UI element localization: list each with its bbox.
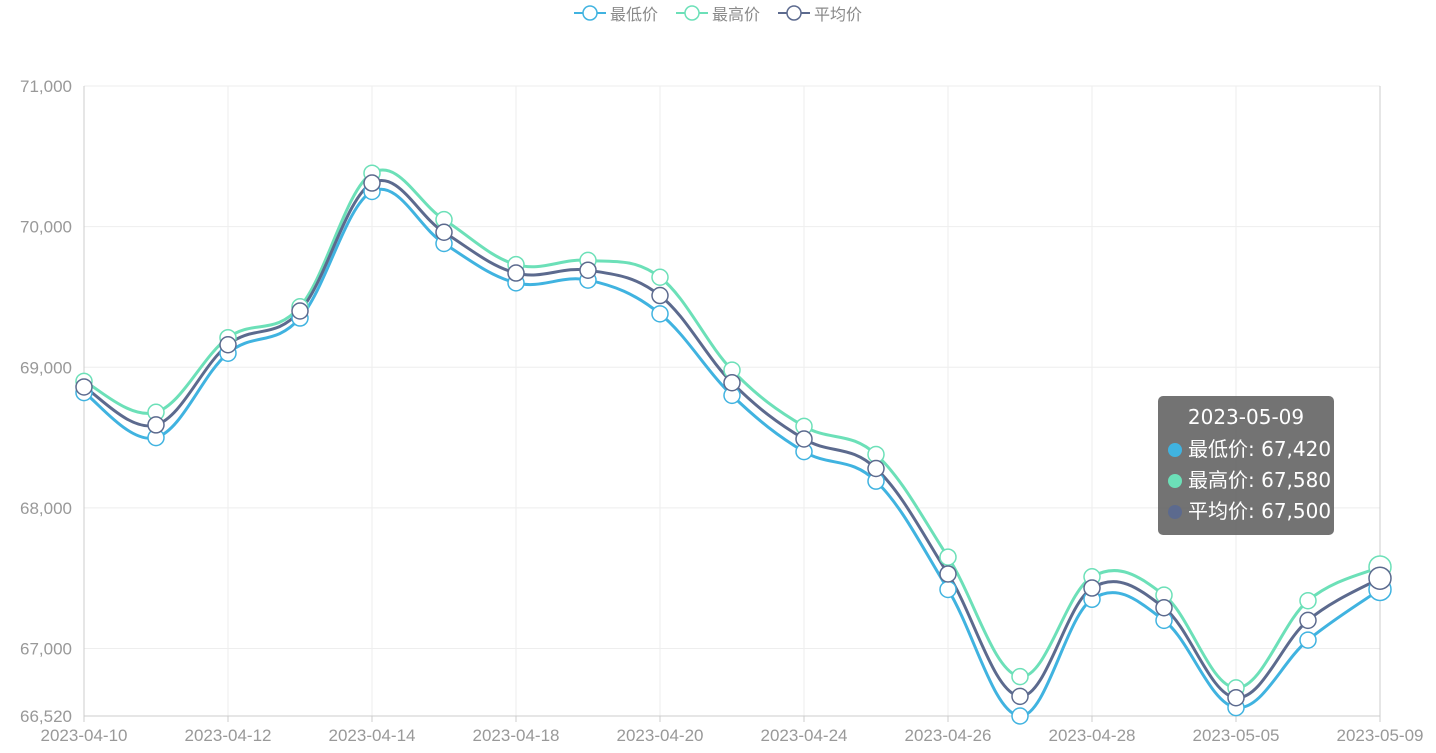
tooltip-dot-avg xyxy=(1168,504,1182,519)
x-tick-label: 2023-04-14 xyxy=(329,726,416,745)
point-avg[interactable] xyxy=(1227,688,1245,707)
x-tick-label: 2023-04-18 xyxy=(473,726,560,745)
tooltip-value-high: 最高价: 67,580 xyxy=(1188,468,1332,492)
point-avg[interactable] xyxy=(579,261,597,279)
point-avg[interactable] xyxy=(147,416,165,434)
legend-swatch-low xyxy=(573,5,606,21)
point-avg[interactable] xyxy=(363,174,381,192)
legend-item-avg[interactable]: 平均价 xyxy=(778,1,862,25)
point-avg[interactable] xyxy=(291,302,309,320)
point-avg[interactable] xyxy=(939,565,957,583)
point-avg[interactable] xyxy=(435,223,453,241)
point-avg[interactable] xyxy=(1368,566,1392,590)
point-low[interactable] xyxy=(1299,631,1317,649)
point-avg[interactable] xyxy=(651,286,669,305)
tooltip-dot-high xyxy=(1168,473,1182,488)
point-avg[interactable] xyxy=(1011,687,1029,706)
x-tick-label: 2023-05-09 xyxy=(1337,726,1424,745)
point-high[interactable] xyxy=(1011,667,1029,686)
point-low[interactable] xyxy=(939,580,957,599)
point-avg[interactable] xyxy=(1083,579,1101,597)
legend-swatch-high xyxy=(675,5,708,21)
legend-item-low[interactable]: 最低价 xyxy=(573,1,658,25)
point-avg[interactable] xyxy=(1155,598,1173,617)
x-tick-label: 2023-04-26 xyxy=(905,726,992,745)
y-tick-label: 67,000 xyxy=(20,640,72,659)
point-avg[interactable] xyxy=(219,336,237,354)
point-avg[interactable] xyxy=(507,264,525,282)
tooltip-value-low: 最低价: 67,420 xyxy=(1188,437,1332,461)
legend: 最低价 最高价 平均价 xyxy=(0,0,1436,26)
x-tick-label: 2023-04-20 xyxy=(617,726,704,745)
tooltip-row-avg: 平均价: 67,500 xyxy=(1168,496,1334,527)
tooltip-row-low: 最低价: 67,420 xyxy=(1168,434,1334,465)
legend-label-avg: 平均价 xyxy=(814,7,863,24)
y-axis-tick-labels: 71,000 70,000 69,000 68,000 67,000 66,520 xyxy=(20,77,72,726)
point-high[interactable] xyxy=(651,268,669,286)
point-avg[interactable] xyxy=(867,459,885,478)
point-avg[interactable] xyxy=(1299,611,1317,630)
x-axis-tick-labels: 2023-04-10 2023-04-12 2023-04-14 2023-04-18… xyxy=(41,726,1424,745)
series-points xyxy=(75,164,1392,725)
y-tick-label: 68,000 xyxy=(20,499,72,518)
x-tick-label: 2023-04-12 xyxy=(185,726,272,745)
legend-label-high: 最高价 xyxy=(711,7,760,24)
point-low[interactable] xyxy=(1011,707,1029,725)
legend-swatch-avg xyxy=(778,5,810,21)
point-avg[interactable] xyxy=(795,430,813,448)
y-tick-label: 66,520 xyxy=(20,707,72,726)
point-high[interactable] xyxy=(939,548,957,566)
y-tick-label: 71,000 xyxy=(20,77,72,96)
legend-item-high[interactable]: 最高价 xyxy=(675,1,760,25)
point-low[interactable] xyxy=(651,305,669,323)
point-avg[interactable] xyxy=(75,378,93,396)
tooltip: 2023-05-09 最低价: 67,420 最高价: 67,580 平均价: … xyxy=(1158,396,1334,535)
tooltip-dot-low xyxy=(1168,442,1182,457)
y-tick-label: 70,000 xyxy=(20,218,72,237)
x-tick-label: 2023-05-05 xyxy=(1193,726,1280,745)
x-tick-label: 2023-04-10 xyxy=(41,726,128,745)
tooltip-title: 2023-05-09 xyxy=(1187,405,1305,429)
point-high[interactable] xyxy=(1299,591,1317,610)
point-avg[interactable] xyxy=(723,373,741,392)
x-tick-label: 2023-04-24 xyxy=(761,726,848,745)
tooltip-row-high: 最高价: 67,580 xyxy=(1168,465,1334,496)
tooltip-value-avg: 平均价: 67,500 xyxy=(1188,499,1332,523)
x-tick-label: 2023-04-28 xyxy=(1049,726,1136,745)
legend-label-low: 最低价 xyxy=(609,7,658,24)
y-tick-label: 69,000 xyxy=(20,358,72,377)
